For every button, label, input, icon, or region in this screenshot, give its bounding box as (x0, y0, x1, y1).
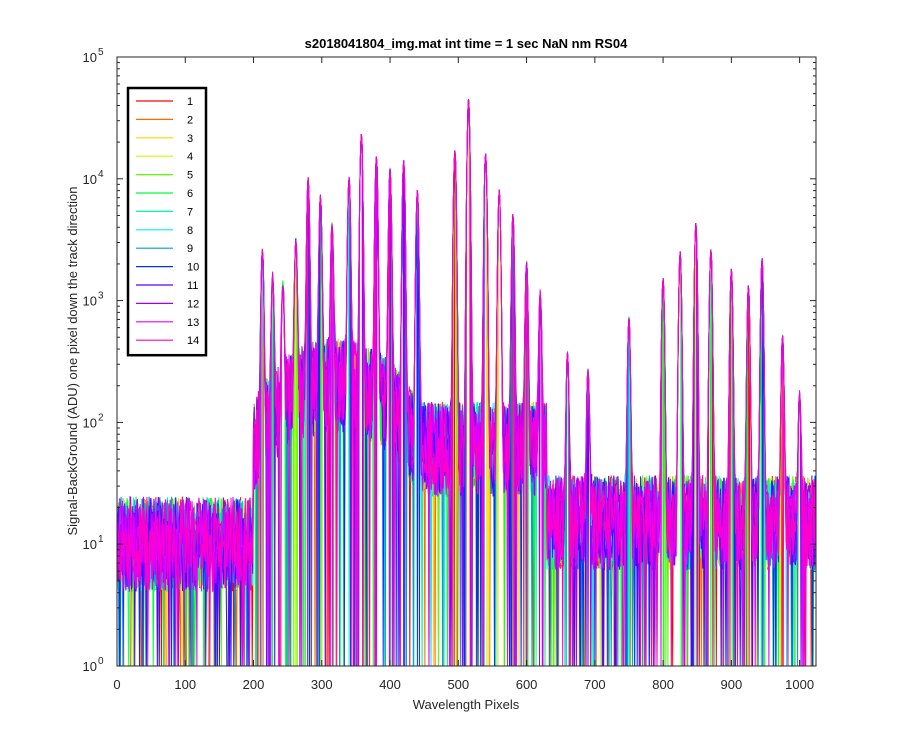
y-tick-label-exponent: 2 (98, 412, 104, 423)
x-tick-label: 700 (584, 677, 606, 692)
x-tick-label: 900 (721, 677, 743, 692)
legend-entry: 5 (136, 170, 193, 182)
y-tick-label: 10 2 (83, 412, 104, 430)
legend-entry: 6 (136, 188, 193, 200)
legend-entry: 11 (136, 280, 198, 292)
x-axis-label: Wavelength Pixels (413, 697, 520, 712)
legend-label: 6 (187, 188, 193, 200)
legend-entry: 3 (136, 133, 193, 145)
legend-label: 2 (187, 114, 193, 126)
x-tick-label: 300 (311, 677, 333, 692)
y-tick-label-base: 10 (83, 294, 97, 309)
x-tick-label: 800 (652, 677, 674, 692)
x-tick-label: 600 (516, 677, 538, 692)
legend-entry: 13 (136, 317, 199, 329)
y-tick-label-base: 10 (83, 415, 97, 430)
y-tick-label-exponent: 0 (98, 656, 104, 667)
x-tick-label: 100 (174, 677, 196, 692)
legend-entry: 8 (136, 225, 193, 237)
y-tick-label-exponent: 4 (98, 169, 104, 180)
legend-label: 14 (187, 335, 199, 347)
y-tick-label: 10 0 (83, 656, 104, 674)
x-tick-label: 0 (113, 677, 120, 692)
chart-title: s2018041804_img.mat int time = 1 sec NaN… (305, 36, 628, 51)
y-tick-label: 10 5 (83, 47, 104, 65)
legend-label: 8 (187, 225, 193, 237)
legend-label: 5 (187, 170, 193, 182)
legend-entry: 9 (136, 243, 193, 255)
y-tick-label: 10 4 (83, 169, 104, 187)
legend-entry: 7 (136, 206, 193, 218)
y-axis-label: Signal-BackGround (ADU) one pixel down t… (65, 186, 80, 535)
axes-box (116, 56, 817, 667)
legend-label: 1 (187, 96, 193, 108)
legend-box (126, 86, 208, 357)
legend-entry: 14 (136, 335, 199, 347)
legend-entry: 2 (136, 114, 193, 126)
y-tick-label-exponent: 3 (98, 291, 104, 302)
y-tick-label-exponent: 1 (98, 534, 104, 545)
legend-label: 11 (187, 280, 198, 292)
legend-label: 9 (187, 243, 193, 255)
y-tick-label: 10 1 (83, 534, 104, 552)
y-tick-label-exponent: 5 (98, 47, 104, 58)
legend-label: 10 (187, 262, 199, 274)
x-tick-label: 400 (379, 677, 401, 692)
legend-entry: 1 (136, 96, 193, 108)
legend-label: 3 (187, 133, 193, 145)
x-tick-label: 200 (243, 677, 265, 692)
legend-entry: 4 (136, 151, 193, 163)
y-tick-label-base: 10 (83, 172, 97, 187)
x-tick-label: 1000 (785, 677, 814, 692)
x-tick-label: 500 (447, 677, 469, 692)
legend-entry: 10 (136, 262, 199, 274)
legend-label: 4 (187, 151, 193, 163)
y-tick-label-base: 10 (83, 659, 97, 674)
legend-entry: 12 (136, 298, 199, 310)
y-tick-label: 10 3 (83, 291, 104, 309)
series-line-14 (117, 99, 816, 666)
y-tick-label-base: 10 (83, 537, 97, 552)
legend-label: 12 (187, 298, 199, 310)
legend-label: 7 (187, 206, 193, 218)
series-layer (117, 99, 816, 666)
legend-label: 13 (187, 317, 199, 329)
y-tick-label-base: 10 (83, 50, 97, 65)
